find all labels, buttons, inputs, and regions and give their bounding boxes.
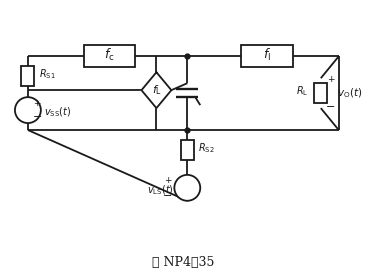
Bar [181,140,194,160]
Text: −: − [326,102,336,112]
Circle shape [15,97,41,123]
Text: $f_{\rm L}$: $f_{\rm L}$ [152,83,163,97]
Text: −: − [33,112,42,122]
Text: $f_{\rm c}$: $f_{\rm c}$ [104,47,115,63]
Bar [241,45,293,67]
Text: +: + [327,75,335,84]
Text: $f_{\rm I}$: $f_{\rm I}$ [263,47,271,63]
Text: $R_{\rm L}$: $R_{\rm L}$ [296,84,309,98]
Bar [21,66,34,86]
Bar [314,83,327,103]
Circle shape [174,175,200,201]
Text: 图 NP4－35: 图 NP4－35 [152,256,215,269]
Text: $v_{\rm LS}(t)$: $v_{\rm LS}(t)$ [148,183,174,197]
Text: −: − [163,191,172,201]
Text: +: + [33,99,40,108]
Text: $R_{\rm S1}$: $R_{\rm S1}$ [39,67,56,81]
Text: $R_{\rm S2}$: $R_{\rm S2}$ [198,141,215,155]
Polygon shape [141,72,171,108]
Text: $v_{\rm SS}(t)$: $v_{\rm SS}(t)$ [44,105,71,119]
Text: $v_{\rm O}(t)$: $v_{\rm O}(t)$ [337,86,362,100]
Text: +: + [164,176,171,185]
Bar [84,45,135,67]
